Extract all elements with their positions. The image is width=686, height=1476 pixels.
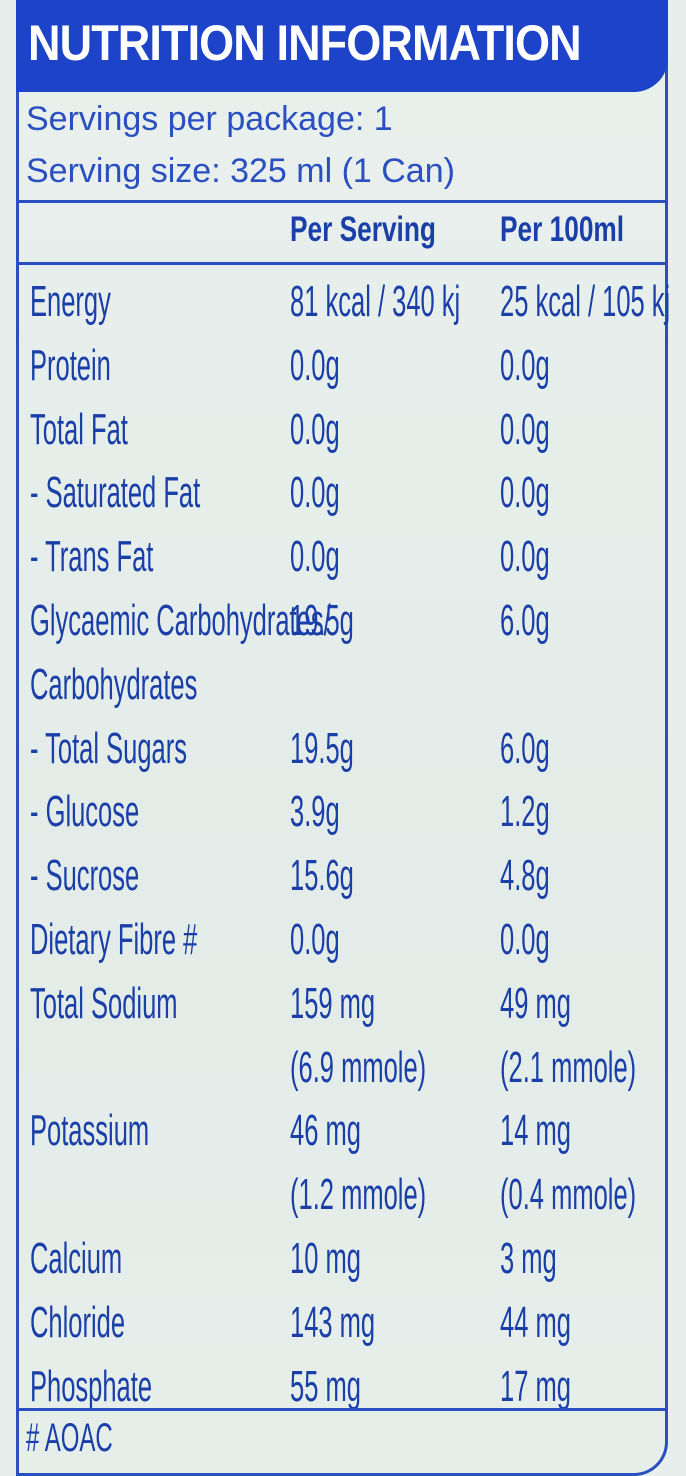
per-serving-value: 0.0g	[290, 915, 340, 964]
per-100ml-value: 0.0g	[500, 340, 550, 390]
table-row: - Trans Fat 0.0g 0.0g	[0, 527, 686, 587]
per-serving-value: 159 mg	[290, 978, 376, 1028]
nutrition-panel	[16, 0, 668, 1476]
per-100ml-value: 49 mg	[500, 978, 571, 1028]
per-100ml-value: 0.0g	[500, 915, 550, 964]
table-row: Total Sodium 159 mg 49 mg	[0, 974, 686, 1034]
nutrient-name: Calcium	[30, 1234, 123, 1283]
panel-title: NUTRITION INFORMATION	[28, 15, 582, 71]
column-header-per-serving: Per Serving	[290, 210, 436, 249]
table-row: Phosphate 55 mg 17 mg	[0, 1357, 686, 1417]
per-serving-value: 0.0g	[290, 404, 340, 454]
per-serving-value: (6.9 mmole)	[290, 1042, 427, 1092]
table-row: Dietary Fibre # 0.0g 0.0g	[0, 910, 686, 970]
per-serving-value: (1.2 mmole)	[290, 1170, 427, 1220]
nutrient-name: Potassium	[30, 1106, 150, 1156]
table-row: Potassium 46 mg 14 mg	[0, 1101, 686, 1161]
nutrient-name: Energy	[30, 277, 111, 326]
table-row: Chloride 143 mg 44 mg	[0, 1293, 686, 1353]
nutrient-name: Dietary Fibre #	[30, 915, 198, 964]
per-serving-value: 3.9g	[290, 787, 340, 837]
table-row: - Glucose 3.9g 1.2g	[0, 782, 686, 842]
table-row: (1.2 mmole) (0.4 mmole)	[0, 1165, 686, 1225]
servings-per-package: Servings per package: 1	[26, 100, 393, 138]
divider-top	[16, 200, 668, 203]
table-row: Calcium 10 mg 3 mg	[0, 1229, 686, 1289]
nutrient-name: - Saturated Fat	[30, 468, 201, 518]
title-banner: NUTRITION INFORMATION	[16, 0, 668, 92]
column-header-per-100ml: Per 100ml	[500, 210, 625, 249]
table-row: - Saturated Fat 0.0g 0.0g	[0, 463, 686, 523]
per-100ml-value: (0.4 mmole)	[500, 1170, 637, 1220]
per-serving-value: 143 mg	[290, 1297, 376, 1347]
nutrient-name: Glycaemic Carbohydrates/	[30, 596, 331, 645]
per-100ml-value: 0.0g	[500, 532, 550, 582]
per-serving-value: 0.0g	[290, 468, 340, 518]
footnote: # AOAC	[26, 1416, 113, 1460]
per-serving-value: 46 mg	[290, 1106, 361, 1156]
per-100ml-value: 3 mg	[500, 1234, 557, 1283]
table-row: Carbohydrates	[0, 655, 686, 715]
per-100ml-value: 17 mg	[500, 1361, 571, 1411]
per-serving-value: 15.6g	[290, 851, 354, 901]
per-serving-value: 0.0g	[290, 532, 340, 582]
nutrient-name: Chloride	[30, 1297, 126, 1347]
per-100ml-value: 0.0g	[500, 404, 550, 454]
per-serving-value: 0.0g	[290, 340, 340, 390]
table-row: Total Fat 0.0g 0.0g	[0, 400, 686, 460]
nutrient-name: - Glucose	[30, 787, 140, 837]
per-serving-value: 10 mg	[290, 1234, 361, 1283]
per-100ml-value: 14 mg	[500, 1106, 571, 1156]
per-100ml-value: 6.0g	[500, 596, 550, 645]
table-row: Protein 0.0g 0.0g	[0, 336, 686, 396]
nutrient-name: - Trans Fat	[30, 532, 154, 582]
table-row: (6.9 mmole) (2.1 mmole)	[0, 1038, 686, 1098]
table-row: Glycaemic Carbohydrates/19.5g 6.0g	[0, 591, 686, 651]
table-row: Energy 81 kcal / 340 kj 25 kcal / 105 kj	[0, 272, 686, 332]
nutrient-name: Total Sodium	[30, 978, 178, 1028]
per-100ml-value: 6.0g	[500, 723, 550, 773]
nutrient-name: Total Fat	[30, 404, 128, 454]
per-100ml-value: 25 kcal / 105 kj	[500, 277, 671, 326]
per-100ml-value: 0.0g	[500, 468, 550, 518]
nutrient-name: - Sucrose	[30, 851, 140, 901]
per-serving-value: 19.5g	[290, 723, 354, 773]
per-serving-value: 81 kcal / 340 kj	[290, 277, 461, 326]
per-100ml-value: (2.1 mmole)	[500, 1042, 637, 1092]
nutrient-name: - Total Sugars	[30, 723, 187, 773]
per-100ml-value: 44 mg	[500, 1297, 571, 1347]
table-row: - Total Sugars 19.5g 6.0g	[0, 719, 686, 779]
divider-header	[16, 262, 668, 265]
divider-bottom	[16, 1408, 668, 1411]
nutrient-name: Protein	[30, 340, 111, 390]
table-row: - Sucrose 15.6g 4.8g	[0, 846, 686, 906]
per-100ml-value: 1.2g	[500, 787, 550, 837]
nutrient-name: Phosphate	[30, 1361, 153, 1411]
per-100ml-value: 4.8g	[500, 851, 550, 901]
serving-size: Serving size: 325 ml (1 Can)	[26, 152, 455, 190]
nutrient-name: Carbohydrates	[30, 659, 198, 709]
per-serving-value: 55 mg	[290, 1361, 361, 1411]
per-serving-value: 19.5g	[290, 596, 354, 645]
